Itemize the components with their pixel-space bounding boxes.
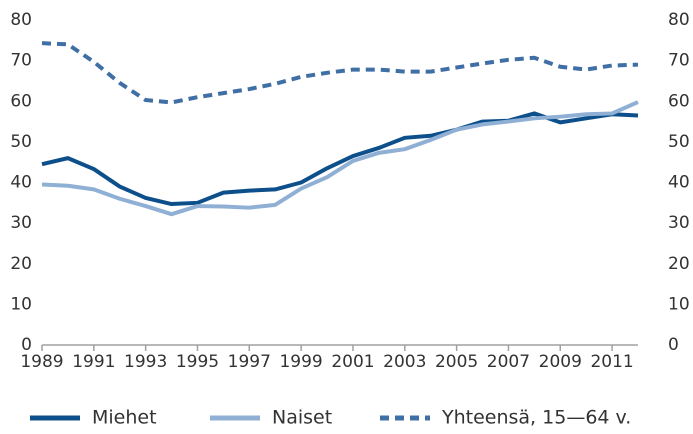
- y2-tick-label: 40: [668, 173, 690, 193]
- data-line: [41, 111, 639, 207]
- legend-label: Naiset: [272, 407, 332, 429]
- legend: Miehet Naiset Yhteensä, 15—64 v.: [30, 407, 631, 429]
- data-line: [41, 100, 639, 217]
- x-tick-label: 1995: [176, 352, 219, 372]
- x-tick-label: 1997: [228, 352, 271, 372]
- data-line: [41, 41, 639, 105]
- x-tick-label: 2011: [590, 352, 633, 372]
- y2-tick-label: 10: [668, 294, 690, 314]
- x-tick-label: 1991: [72, 352, 115, 372]
- y2-tick-label: 50: [668, 132, 690, 152]
- x-tick-label: 2003: [383, 352, 426, 372]
- x-tick-label: 1999: [279, 352, 322, 372]
- y-tick-label: 0: [21, 335, 32, 355]
- y2-tick-label: 30: [668, 213, 690, 233]
- x-tick-label: 2007: [487, 352, 530, 372]
- x-tick-label: 2009: [539, 352, 582, 372]
- y-tick-label: 70: [10, 51, 32, 71]
- x-tick-label: 2005: [435, 352, 478, 372]
- y-tick-label: 60: [10, 91, 32, 111]
- y2-tick-label: 60: [668, 91, 690, 111]
- y-tick-label: 30: [10, 213, 32, 233]
- y2-tick-label: 0: [668, 335, 679, 355]
- y-tick-label: 10: [10, 294, 32, 314]
- legend-label: Yhteensä, 15—64 v.: [441, 407, 631, 429]
- x-tick-label: 2001: [331, 352, 374, 372]
- y-tick-label: 50: [10, 132, 32, 152]
- legend-label: Miehet: [92, 407, 157, 429]
- y2-tick-label: 80: [668, 10, 690, 30]
- x-tick-label: 1993: [124, 352, 167, 372]
- y2-tick-label: 70: [668, 51, 690, 71]
- y2-tick-label: 20: [668, 254, 690, 274]
- x-tick-label: 1989: [20, 352, 63, 372]
- y-tick-label: 80: [10, 10, 32, 30]
- y-tick-label: 40: [10, 173, 32, 193]
- y-tick-label: 20: [10, 254, 32, 274]
